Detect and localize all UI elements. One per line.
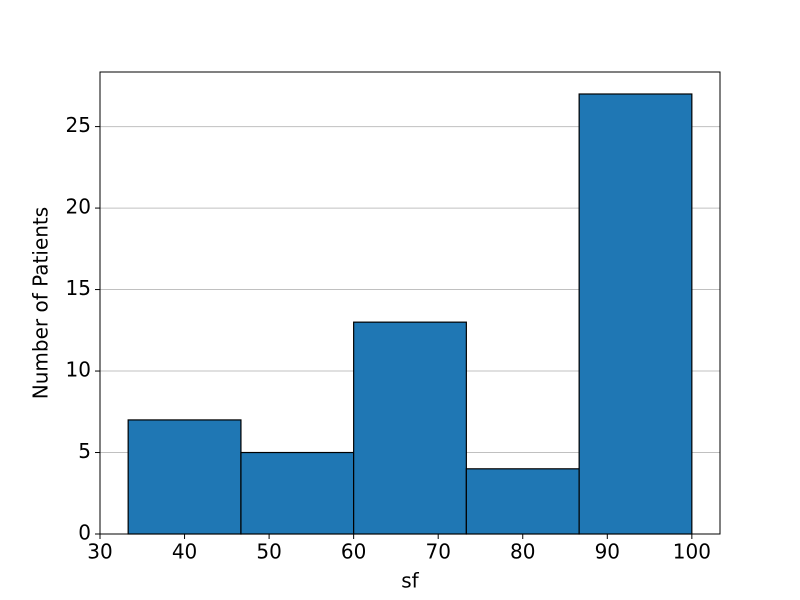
y-axis-label: Number of Patients [29, 207, 53, 399]
x-tick-label: 80 [510, 540, 535, 564]
y-tick-label: 20 [66, 195, 91, 219]
bar [127, 419, 242, 535]
y-tick-label: 0 [78, 521, 91, 545]
bar [465, 468, 580, 535]
x-axis-label: sf [401, 569, 419, 593]
bar [240, 451, 355, 535]
y-tick-label: 10 [66, 358, 91, 382]
x-tick-label: 50 [256, 540, 281, 564]
x-tick-label: 100 [673, 540, 711, 564]
x-tick-label: 40 [172, 540, 197, 564]
plot-frame [99, 71, 721, 535]
x-tick-label: 70 [425, 540, 450, 564]
y-tick-label: 5 [78, 439, 91, 463]
x-tick-label: 90 [595, 540, 620, 564]
y-tick-label: 25 [66, 113, 91, 137]
x-tick-label: 30 [87, 540, 112, 564]
y-tick-label: 15 [66, 276, 91, 300]
bar [578, 93, 693, 535]
x-tick-label: 60 [341, 540, 366, 564]
bar [353, 321, 467, 535]
